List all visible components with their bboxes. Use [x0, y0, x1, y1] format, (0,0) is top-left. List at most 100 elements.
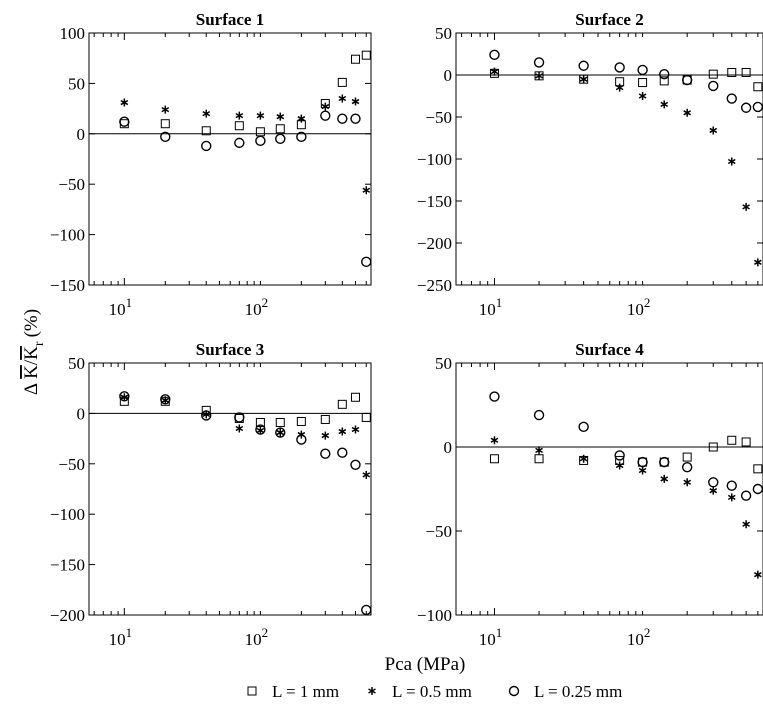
data-point [752, 101, 763, 113]
data-point [234, 121, 244, 131]
data-point [255, 424, 266, 435]
y-tick-label: 50 [435, 24, 452, 43]
data-point [535, 446, 543, 455]
data-point [275, 417, 285, 427]
data-point [119, 391, 130, 402]
series-2 [120, 393, 371, 479]
data-point [256, 426, 265, 435]
data-point [201, 140, 212, 152]
data-point [726, 93, 737, 104]
data-point [320, 110, 331, 121]
data-point [615, 83, 624, 92]
data-point [753, 82, 763, 92]
data-point [235, 424, 244, 433]
data-point [350, 113, 361, 124]
y-tick-label: −100 [50, 226, 85, 245]
y-tick-label: −150 [50, 276, 85, 295]
data-point [742, 520, 750, 529]
data-point [740, 102, 752, 113]
data-point [753, 570, 762, 579]
data-point [490, 67, 499, 76]
data-point [535, 71, 543, 80]
series-3 [119, 110, 372, 268]
data-point [276, 112, 285, 121]
series-1 [489, 67, 763, 92]
y-tick-label: 50 [68, 354, 85, 373]
data-point [637, 64, 648, 76]
series-3 [119, 391, 372, 616]
data-point [638, 78, 648, 88]
panel-1: Surface 1 −150 −100 −50 0 50 100 101 102 [50, 10, 372, 319]
data-point [160, 119, 170, 129]
panel-4: Surface 4 −100 −50 0 50 101 102 [417, 340, 763, 649]
y-tick-label: −200 [417, 234, 452, 253]
legend-marker [508, 685, 520, 697]
data-point [742, 202, 750, 211]
legend-label: L = 0.5 mm [392, 682, 472, 701]
data-point [321, 431, 330, 440]
data-point [234, 137, 245, 149]
y-tick-label: −50 [425, 522, 452, 541]
y-tick-label: 0 [444, 438, 453, 457]
data-point [160, 131, 171, 143]
data-point [201, 410, 212, 421]
data-point [727, 493, 736, 502]
series-2 [490, 67, 762, 267]
y-axis-label: ΔK/Kr(%) [21, 309, 47, 395]
data-point [682, 452, 692, 462]
data-point [615, 461, 624, 470]
legend-marker [368, 687, 376, 695]
data-point [489, 454, 499, 464]
data-point [683, 478, 692, 487]
legend: L = 1 mm L = 0.5 mm L = 0.25 mm [247, 682, 622, 701]
data-point [361, 50, 371, 60]
data-point [202, 410, 211, 419]
series-1 [489, 435, 763, 474]
data-point [708, 442, 718, 452]
data-point [160, 394, 171, 405]
data-point [740, 490, 752, 501]
data-point [659, 68, 670, 80]
plot-frame [88, 362, 372, 616]
data-point [708, 477, 719, 488]
data-point [351, 425, 360, 434]
data-point [637, 456, 648, 468]
data-point [161, 105, 170, 114]
data-point [119, 116, 130, 127]
data-point [350, 392, 360, 402]
plot-frame [455, 362, 763, 616]
data-point [752, 483, 763, 495]
data-point [709, 486, 718, 495]
data-point [660, 100, 669, 109]
plot-frame [88, 32, 372, 286]
y-tick-label: −200 [50, 606, 85, 625]
data-point [275, 427, 286, 438]
data-point [296, 416, 306, 426]
data-point [579, 75, 588, 84]
series-2 [490, 436, 762, 579]
y-tick-label: −150 [50, 556, 85, 575]
data-point [350, 459, 361, 471]
y-tick-label: −50 [58, 175, 85, 194]
data-point [708, 69, 718, 79]
data-point [683, 108, 692, 117]
y-tick-label: −150 [417, 192, 452, 211]
data-point [234, 412, 245, 423]
legend-item: L = 1 mm [247, 682, 339, 701]
data-point [202, 109, 211, 118]
data-point [337, 447, 348, 458]
data-point [338, 94, 347, 103]
data-point [361, 412, 371, 422]
series-1 [119, 392, 371, 427]
data-point [351, 97, 360, 106]
series-2 [120, 94, 371, 195]
x-tick-label: 101 [109, 295, 133, 319]
plot-frame [455, 32, 763, 286]
data-point [681, 461, 693, 473]
x-tick-label: 102 [627, 295, 651, 319]
panel-2: Surface 2 −250 −200 −150 −100 −50 0 50 101 102 [417, 10, 763, 319]
data-point [337, 77, 347, 87]
data-point [727, 157, 736, 166]
data-point [120, 98, 129, 107]
data-point [120, 393, 129, 402]
